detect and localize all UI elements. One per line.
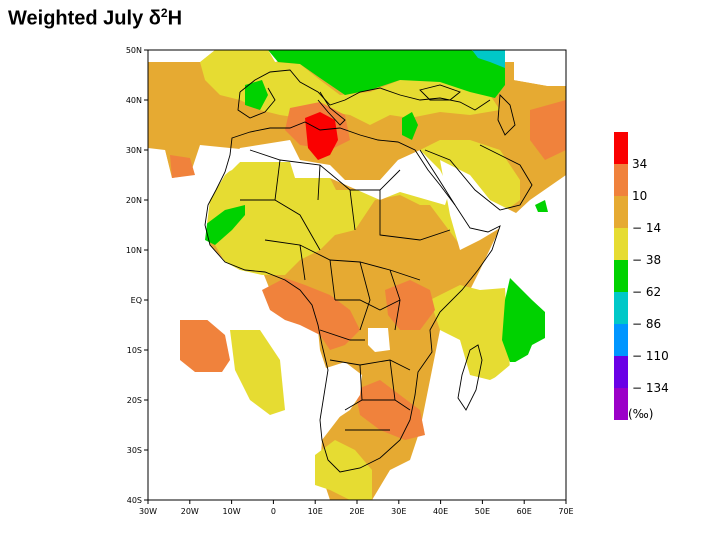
field-yellow-indianocean [430, 285, 510, 380]
lat-tick-label: 20N [126, 196, 142, 205]
lat-tick-label: 30S [127, 446, 142, 455]
legend-unit: (‰) [628, 407, 653, 421]
color-legend: − 134 − 110 − 86 − 62 − 38 − 14 10 34 (‰) [614, 132, 669, 421]
gap-atl2 [148, 200, 270, 320]
arabia-coast [424, 144, 533, 211]
legend-label: − 134 [632, 381, 669, 395]
lat-tick-label: 50N [126, 46, 142, 55]
lon-tick-label: 20W [181, 507, 199, 516]
title-text: Weighted July [8, 7, 149, 30]
legend-swatch [614, 388, 628, 420]
legend-label: − 38 [632, 253, 661, 267]
lon-tick-label: 10E [308, 507, 323, 516]
madagascar [457, 344, 483, 411]
africa-coastline [204, 121, 501, 473]
lon-tick-label: 30W [139, 507, 157, 516]
legend-swatch [614, 324, 628, 356]
lat-tick-group: 50N 40N 30N 20N 10N EQ 10S 20S 30S 40S [126, 46, 148, 505]
gap-europe-w [148, 50, 215, 62]
legend-swatch [614, 132, 628, 164]
borders-north [240, 149, 451, 251]
lat-tick-label: 40N [126, 96, 142, 105]
gap-atl1 [148, 150, 190, 200]
legend-label: − 14 [632, 221, 661, 235]
legend-swatch [614, 260, 628, 292]
legend-swatch [614, 228, 628, 260]
field-cyan-europe [472, 50, 505, 68]
field-green-westafrica [205, 205, 245, 245]
lat-tick-label: 10S [127, 346, 142, 355]
gap-atl4 [148, 415, 312, 500]
map-title: Weighted July δ2H [8, 6, 182, 31]
gap-sahara [222, 140, 450, 205]
gap-io1 [410, 215, 566, 500]
coastline-layer [204, 69, 533, 473]
field-orange-westafrica [170, 155, 195, 178]
legend-label: 34 [632, 157, 647, 171]
lat-tick-label: 10N [126, 246, 142, 255]
legend-swatch [614, 196, 628, 228]
lat-tick-label: EQ [131, 296, 142, 305]
legend-label: − 110 [632, 349, 669, 363]
legend-swatch [614, 292, 628, 324]
title-symbol: H [167, 7, 183, 30]
field-red-libya [305, 112, 338, 160]
legend-label: − 62 [632, 285, 661, 299]
borders-central [264, 239, 421, 341]
lon-tick-label: 50E [475, 507, 490, 516]
lon-tick-label: 60E [517, 507, 532, 516]
field-yellow-europe [200, 50, 500, 125]
lon-tick-label: 30E [391, 507, 406, 516]
legend-label: − 86 [632, 317, 661, 331]
field-green-arabia [535, 200, 548, 212]
borders-south [329, 359, 411, 431]
lon-tick-label: 70E [558, 507, 573, 516]
gap-namibia [320, 362, 362, 420]
iberia-coast [237, 87, 276, 119]
field-green-europe [268, 50, 505, 98]
field-green-turkey [402, 112, 418, 140]
red-sea [419, 149, 456, 206]
field-yellow-atlantic [230, 330, 285, 415]
legend-swatch [614, 164, 628, 196]
italy-coast [317, 91, 346, 126]
lon-tick-label: 20E [349, 507, 364, 516]
field-green-indianocean [502, 278, 545, 362]
lon-tick-label: 10W [223, 507, 241, 516]
gap-ne [505, 50, 566, 86]
title-delta: δ [148, 7, 161, 30]
gap-atl3 [148, 372, 222, 415]
gap-horn [440, 160, 520, 250]
lat-tick-label: 20S [127, 396, 142, 405]
no-data-layer [148, 50, 566, 500]
field-yellow-south [315, 440, 372, 500]
lat-tick-label: 30N [126, 146, 142, 155]
field-orange-central [262, 278, 360, 350]
gap-central [368, 328, 390, 352]
field-orange-mideast [530, 100, 566, 160]
lon-tick-label: 0 [271, 507, 276, 516]
legend-swatch [614, 356, 628, 388]
caspian [497, 93, 516, 136]
legend-label: 10 [632, 189, 647, 203]
lon-tick-group: 30W 20W 10W 0 10E 20E 30E 40E 50E 60E 70E [139, 500, 574, 516]
black-sea [419, 84, 461, 101]
field-green-iberia [245, 80, 268, 110]
lat-tick-label: 40S [127, 496, 142, 505]
title-superscript: 2 [160, 6, 168, 20]
lon-tick-label: 40E [433, 507, 448, 516]
field-orange-atlantic [180, 318, 230, 372]
